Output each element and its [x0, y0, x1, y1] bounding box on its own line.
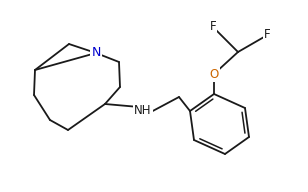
Text: NH: NH: [134, 103, 152, 117]
Text: F: F: [210, 20, 216, 32]
Text: O: O: [209, 68, 219, 80]
Text: F: F: [264, 27, 270, 41]
Text: N: N: [91, 46, 101, 60]
